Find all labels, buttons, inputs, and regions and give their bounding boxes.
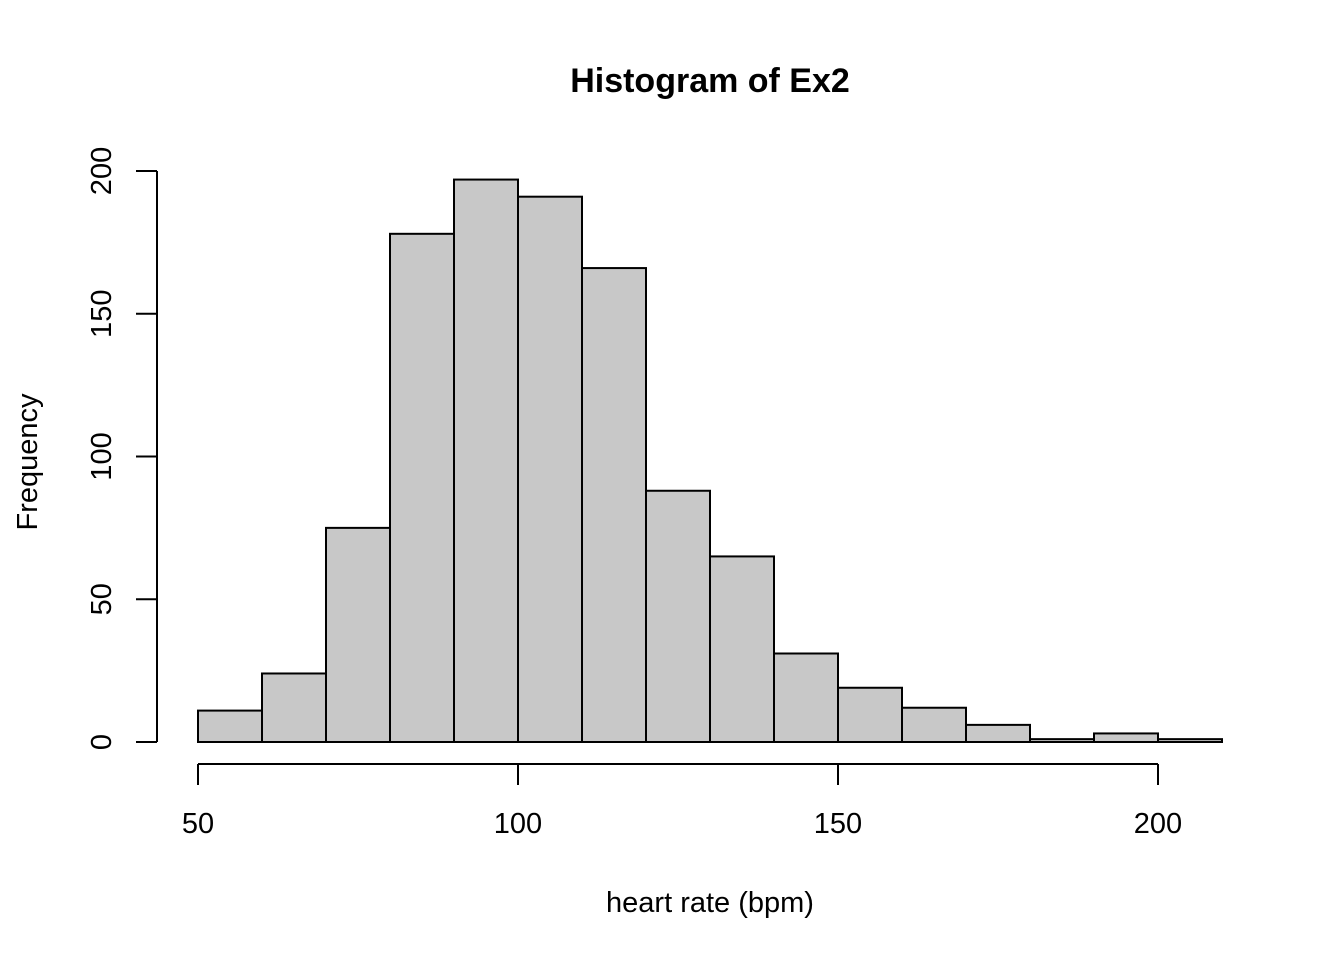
histogram-bar-160-170: [901, 706, 967, 743]
histogram-bar-180-190: [1029, 738, 1095, 744]
histogram-bar-50-60: [197, 709, 263, 743]
x-tick-label-100: 100: [494, 808, 542, 840]
x-tick-label-150: 150: [814, 808, 862, 840]
y-tick-label-100: 100: [86, 432, 118, 480]
y-tick-label-50: 50: [86, 583, 118, 615]
x-axis-label: heart rate (bpm): [606, 887, 814, 919]
histogram-bar-110-120: [581, 267, 647, 743]
y-tick-label-0: 0: [86, 734, 118, 750]
y-tick-label-200: 200: [86, 147, 118, 195]
histogram-bar-170-180: [965, 723, 1031, 743]
histogram-bar-90-100: [453, 178, 519, 743]
y-axis-label: Frequency: [12, 393, 44, 531]
chart-title: Histogram of Ex2: [570, 62, 850, 100]
x-tick-label-200: 200: [1134, 808, 1182, 840]
histogram-bar-200-210: [1157, 738, 1223, 744]
histogram-bar-100-110: [517, 195, 583, 743]
histogram-bar-60-70: [261, 672, 327, 743]
y-axis: 0 50 100 150 200: [86, 147, 158, 750]
x-tick-label-50: 50: [182, 808, 214, 840]
histogram-bar-130-140: [709, 555, 775, 743]
histogram-bar-70-80: [325, 526, 391, 743]
histogram-bar-140-150: [773, 652, 839, 743]
y-tick-label-150: 150: [86, 290, 118, 338]
histogram-bar-120-130: [645, 489, 711, 744]
histogram-bar-80-90: [389, 232, 455, 743]
histogram-bar-190-200: [1093, 732, 1159, 743]
bars-group: [197, 178, 1223, 744]
x-axis: 50 100 150 200: [182, 763, 1182, 840]
histogram-bar-150-160: [837, 686, 903, 744]
